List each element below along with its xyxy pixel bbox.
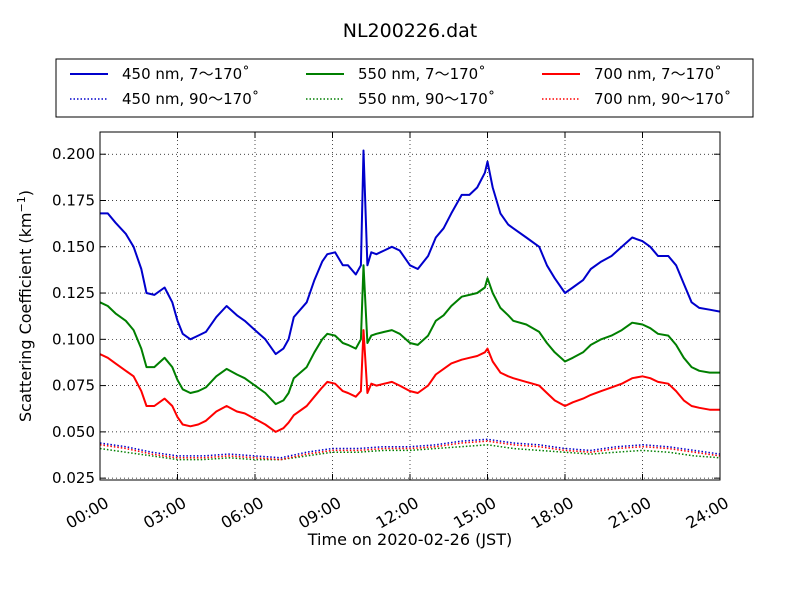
legend-frame xyxy=(55,58,754,118)
x-tick-labels: 00:00 03:00 06:00 09:00 12:00 15:00 18:00 21:00… xyxy=(63,493,732,533)
legend: 450 nm, 7～170˚ 550 nm, 7～170˚ 700 nm, 7～17… xyxy=(55,58,754,118)
legend-label-3: 450 nm, 90～170˚ xyxy=(122,90,259,108)
series-line-5 xyxy=(99,440,721,461)
grid xyxy=(100,132,720,480)
y-tick-label: 0.050 xyxy=(52,423,95,441)
series-line-1 xyxy=(99,264,720,406)
series-layer xyxy=(99,149,721,461)
y-tick-label: 0.100 xyxy=(52,330,95,348)
legend-label-2: 700 nm, 7～170˚ xyxy=(594,65,722,83)
x-tick-label: 00:00 xyxy=(63,493,112,533)
ticks xyxy=(99,132,721,480)
y-axis-label: Scattering Coefficient (km−1) xyxy=(15,190,35,422)
x-tick-label: 06:00 xyxy=(218,493,267,533)
x-tick-label: 03:00 xyxy=(140,493,189,533)
x-axis-label: Time on 2020-02-26 (JST) xyxy=(307,530,512,549)
legend-label-0: 450 nm, 7～170˚ xyxy=(122,65,250,83)
y-tick-labels: 0.025 0.050 0.075 0.100 0.125 0.150 0.175 0.200 xyxy=(52,145,95,487)
x-tick-label: 09:00 xyxy=(295,493,344,533)
x-tick-label: 15:00 xyxy=(450,493,499,533)
y-tick-label: 0.025 xyxy=(52,469,95,487)
y-axis-label-main: Scattering Coefficient (km xyxy=(16,212,35,422)
x-tick-label: 18:00 xyxy=(528,493,577,533)
y-axis-label-tail: ) xyxy=(16,190,35,196)
legend-label-5: 700 nm, 90～170˚ xyxy=(594,90,731,108)
y-tick-label: 0.150 xyxy=(52,238,95,256)
series-line-2 xyxy=(99,329,720,433)
legend-label-4: 550 nm, 90～170˚ xyxy=(358,90,495,108)
y-tick-label: 0.200 xyxy=(52,145,95,163)
y-tick-label: 0.125 xyxy=(52,284,95,302)
x-tick-label: 24:00 xyxy=(683,493,732,533)
y-tick-label: 0.075 xyxy=(52,377,95,395)
series-line-3 xyxy=(99,438,721,459)
x-tick-label: 12:00 xyxy=(373,493,422,533)
legend-label-1: 550 nm, 7～170˚ xyxy=(358,65,486,83)
y-axis-label-sup: −1 xyxy=(15,196,28,212)
x-tick-label: 21:00 xyxy=(605,493,654,533)
series-line-4 xyxy=(99,444,721,461)
y-tick-label: 0.175 xyxy=(52,191,95,209)
chart-title: NL200226.dat xyxy=(343,20,478,42)
series-line-0 xyxy=(100,149,721,356)
